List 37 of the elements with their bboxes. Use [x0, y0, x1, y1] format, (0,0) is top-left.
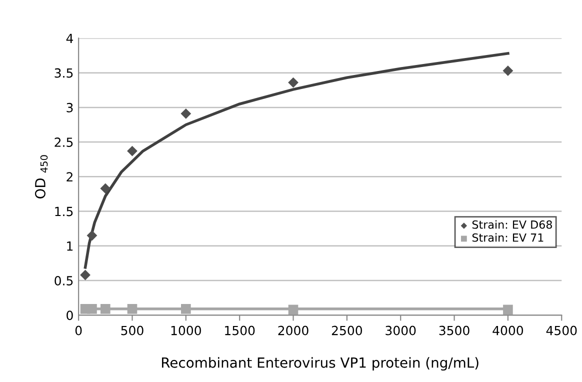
- x-tick-label: 1000: [171, 326, 201, 336]
- legend-label: Strain: EV 71: [472, 233, 544, 242]
- point: [80, 270, 90, 280]
- y-tick-label: 3: [66, 102, 73, 112]
- x-tick-label: 2500: [332, 326, 362, 336]
- point: [288, 77, 298, 88]
- y-axis-title: OD $_{450}$: [34, 155, 48, 198]
- y-tick-label: 0.5: [54, 276, 73, 286]
- point: [127, 146, 138, 156]
- line-series: [84, 52, 510, 269]
- x-tick-label: 3000: [386, 326, 416, 336]
- x-tick-label: 0: [75, 326, 82, 336]
- y-tick-label: 2.5: [54, 138, 73, 147]
- legend-label: Strain: EV D68: [472, 220, 552, 229]
- x-tick-label: 3500: [439, 326, 470, 336]
- x-tick-label: 1500: [225, 326, 255, 336]
- x-tick-label: 4500: [546, 326, 577, 336]
- point: [87, 304, 97, 314]
- point: [503, 304, 513, 315]
- y-tick-label: 1: [67, 242, 73, 251]
- y-tick-label: 0: [66, 310, 73, 320]
- x-axis-title: Recombinant Enterovirus VP1 protein (ng/mL): [162, 357, 478, 371]
- x-tick-label: 2000: [278, 326, 308, 336]
- point: [100, 183, 111, 194]
- point: [180, 108, 192, 119]
- point: [127, 304, 138, 314]
- point: [502, 66, 514, 76]
- point: [181, 304, 191, 314]
- x-tick-label: 4000: [492, 326, 524, 336]
- y-tick-label: 1.5: [55, 206, 73, 216]
- point: [288, 304, 298, 315]
- x-tick-label: 500: [121, 326, 144, 336]
- y-tick-label: 2: [66, 172, 72, 182]
- y-tick-label: 3.5: [54, 68, 73, 78]
- point: [86, 230, 98, 241]
- point: [100, 304, 110, 314]
- y-tick-label: 4: [66, 34, 74, 43]
